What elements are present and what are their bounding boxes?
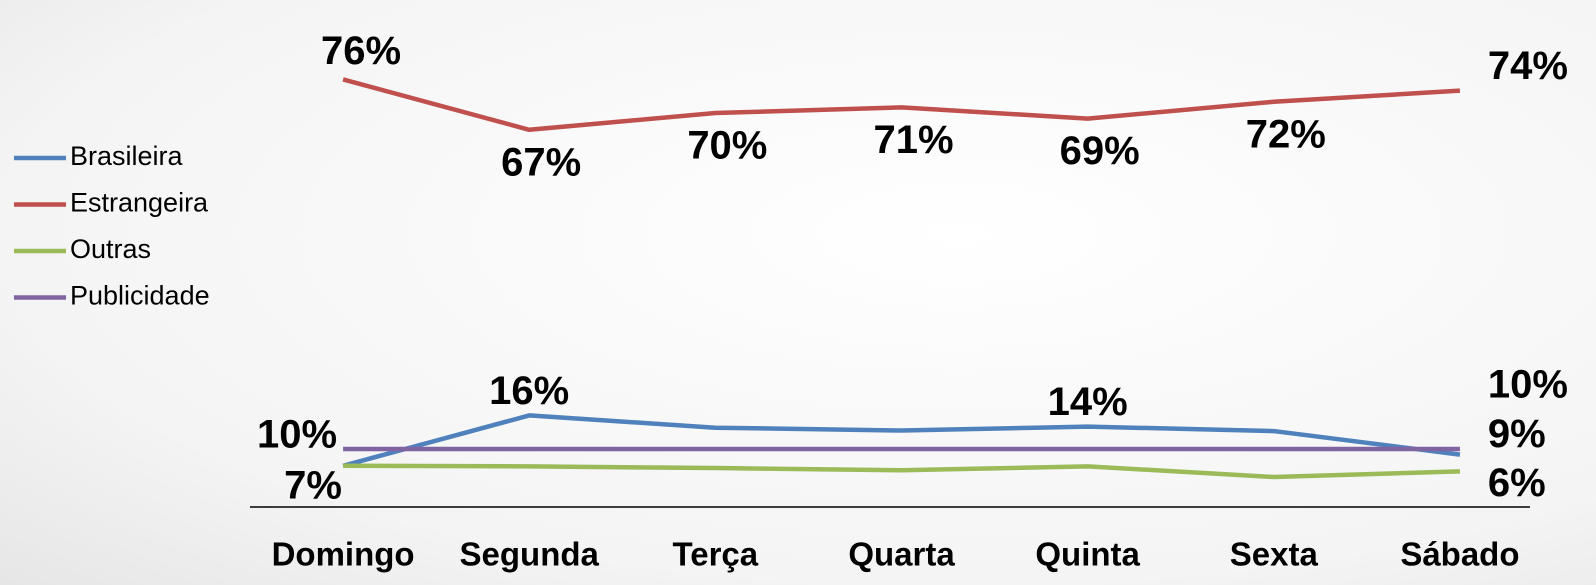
legend-label: Outras (70, 234, 151, 264)
data-label: 10% (257, 413, 337, 457)
series-line (342, 77, 1461, 133)
x-tick-label: Sexta (1230, 536, 1319, 573)
data-label: 72% (1246, 112, 1326, 156)
data-label: 9% (1488, 412, 1546, 456)
data-label: 16% (489, 369, 569, 413)
x-tick-label: Segunda (460, 536, 600, 573)
x-tick-label: Terça (673, 536, 759, 573)
data-label: 74% (1488, 44, 1568, 88)
x-tick-label: Quarta (848, 536, 955, 573)
series-line (342, 413, 1461, 468)
data-label: 69% (1060, 129, 1140, 173)
series-line (343, 463, 1460, 480)
legend-label: Publicidade (70, 281, 210, 311)
legend-label: Estrangeira (70, 188, 209, 218)
data-label: 7% (284, 463, 342, 507)
x-tick-label: Domingo (272, 536, 415, 573)
x-tick-label: Sábado (1400, 536, 1519, 573)
data-label: 70% (687, 124, 767, 168)
data-label: 6% (1488, 461, 1546, 505)
data-label: 10% (1488, 363, 1568, 407)
data-label: 71% (873, 118, 953, 162)
data-label: 67% (501, 140, 581, 184)
data-label: 76% (321, 29, 401, 73)
legend-label: Brasileira (70, 141, 184, 171)
x-tick-label: Quinta (1035, 536, 1140, 573)
data-label: 14% (1048, 380, 1128, 424)
